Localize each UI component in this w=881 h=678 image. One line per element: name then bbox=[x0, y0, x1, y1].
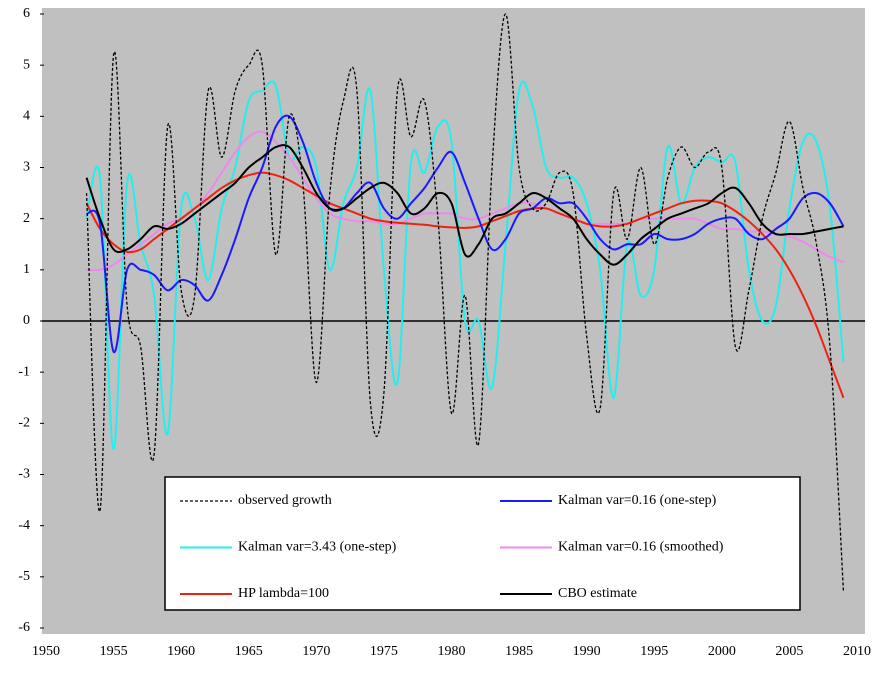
x-tick-label: 1955 bbox=[100, 644, 128, 659]
series-line bbox=[85, 171, 845, 399]
x-tick-label: 1995 bbox=[640, 644, 668, 659]
x-tick-label: 1990 bbox=[573, 644, 601, 659]
x-tick-label: 1950 bbox=[32, 644, 60, 659]
x-tick-label: 1980 bbox=[438, 644, 466, 659]
x-tick-label: 1965 bbox=[235, 644, 263, 659]
x-tick-label: 2005 bbox=[775, 644, 803, 659]
legend-label: CBO estimate bbox=[558, 586, 637, 601]
legend-label: Kalman var=3.43 (one-step) bbox=[238, 540, 397, 555]
y-tick-label: 2 bbox=[23, 211, 30, 226]
x-tick-label: 1960 bbox=[167, 644, 195, 659]
legend-label: Kalman var=0.16 (one-step) bbox=[558, 493, 717, 508]
y-tick-label: 5 bbox=[23, 57, 30, 72]
y-tick-label: 6 bbox=[23, 6, 30, 21]
x-tick-label: 1985 bbox=[505, 644, 533, 659]
x-tick-label: 2010 bbox=[843, 644, 871, 659]
series-line bbox=[85, 13, 845, 593]
x-tick-label: 1975 bbox=[370, 644, 398, 659]
legend-label: observed growth bbox=[238, 493, 332, 508]
series-line bbox=[86, 130, 844, 272]
series-line bbox=[85, 144, 844, 266]
y-tick-label: 4 bbox=[23, 109, 30, 124]
y-tick-label: -5 bbox=[18, 569, 30, 584]
legend-label: Kalman var=0.16 (smoothed) bbox=[558, 540, 724, 555]
legend-label: HP lambda=100 bbox=[238, 586, 329, 601]
y-tick-label: -3 bbox=[18, 467, 30, 482]
y-tick-label: 1 bbox=[23, 262, 30, 277]
y-tick-label: 3 bbox=[23, 160, 30, 175]
legend-box bbox=[164, 476, 801, 611]
series-line bbox=[85, 80, 845, 450]
series-line bbox=[85, 114, 845, 353]
x-tick-label: 1970 bbox=[302, 644, 330, 659]
y-tick-label: 0 bbox=[23, 313, 30, 328]
x-tick-label: 2000 bbox=[708, 644, 736, 659]
y-tick-label: -2 bbox=[18, 416, 30, 431]
y-tick-label: -4 bbox=[18, 518, 30, 533]
y-tick-label: -1 bbox=[18, 364, 30, 379]
y-tick-label: -6 bbox=[18, 620, 30, 635]
